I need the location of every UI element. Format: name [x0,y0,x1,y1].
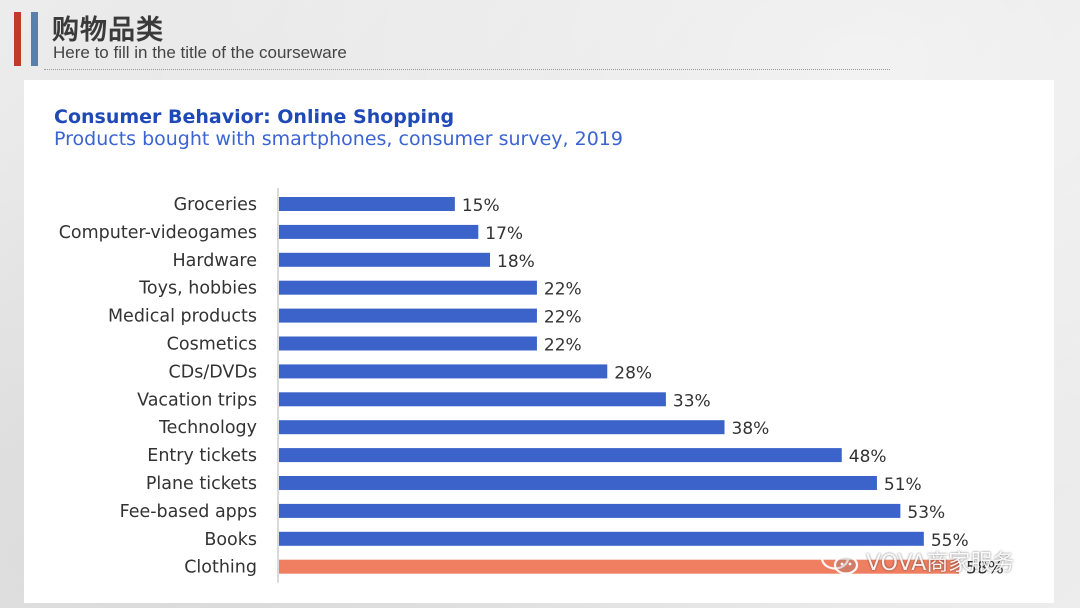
value-label-cds-dvds: 28% [614,363,652,383]
value-label-fee-based-apps: 53% [907,503,945,523]
accent-stripe-blue [31,12,38,66]
bar-technology [279,420,725,435]
bar-chart: Groceries 15% Computer-videogames 17% Hardwa… [59,188,1004,583]
bar-computer-videogames [279,224,479,239]
category-label-hardware: Hardware [173,251,258,271]
watermark-text: VOVA商家服务 [866,551,1015,576]
bar-books [279,531,924,546]
wechat-icon [820,546,859,575]
category-label-toys-hobbies: Toys, hobbies [138,279,257,299]
value-label-computer-videogames: 17% [485,224,523,244]
bar-cosmetics [279,336,537,351]
chart-subtitle: Products bought with smartphones, consum… [54,128,623,150]
value-label-toys-hobbies: 22% [544,280,582,300]
bar-cds-dvds [279,364,608,379]
value-label-plane-tickets: 51% [884,475,922,495]
bar-fee-based-apps [279,503,901,518]
value-label-clothing: 58% [966,559,1004,579]
value-label-groceries: 15% [462,196,500,216]
category-label-groceries: Groceries [174,195,257,215]
category-label-cds-dvds: CDs/DVDs [169,362,257,382]
slide-subtitle: Here to fill in the title of the coursew… [53,43,347,62]
accent-stripe-red [14,12,21,66]
category-label-clothing: Clothing [184,558,257,578]
category-label-medical-products: Medical products [108,307,257,327]
value-label-entry-tickets: 48% [849,447,887,467]
bar-groceries [279,197,455,211]
bar-hardware [279,252,491,267]
value-label-technology: 38% [732,419,770,439]
bar-entry-tickets [279,448,842,463]
category-label-entry-tickets: Entry tickets [147,446,257,466]
bar-clothing [279,559,959,574]
watermark: VOVA商家服务 [820,545,1014,577]
bar-vacation-trips [279,392,666,407]
value-label-hardware: 18% [497,252,535,272]
value-label-medical-products: 22% [544,308,582,328]
category-label-computer-videogames: Computer-videogames [59,223,257,243]
category-label-cosmetics: Cosmetics [167,335,257,355]
category-label-vacation-trips: Vacation trips [137,390,257,410]
category-label-plane-tickets: Plane tickets [146,474,257,494]
value-label-vacation-trips: 33% [673,391,711,411]
value-label-cosmetics: 22% [544,336,582,356]
bar-toys-hobbies [279,280,537,295]
category-label-fee-based-apps: Fee-based apps [120,502,257,522]
bar-medical-products [279,308,537,323]
bar-plane-tickets [279,476,877,490]
slide-title: 购物品类 [52,15,164,46]
category-label-technology: Technology [158,418,257,438]
chart-title: Consumer Behavior: Online Shopping [54,106,455,128]
chart-card: Consumer Behavior: Online Shopping Produ… [24,80,1054,603]
category-label-books: Books [204,530,257,550]
value-label-books: 55% [931,531,969,551]
title-divider [44,69,890,70]
